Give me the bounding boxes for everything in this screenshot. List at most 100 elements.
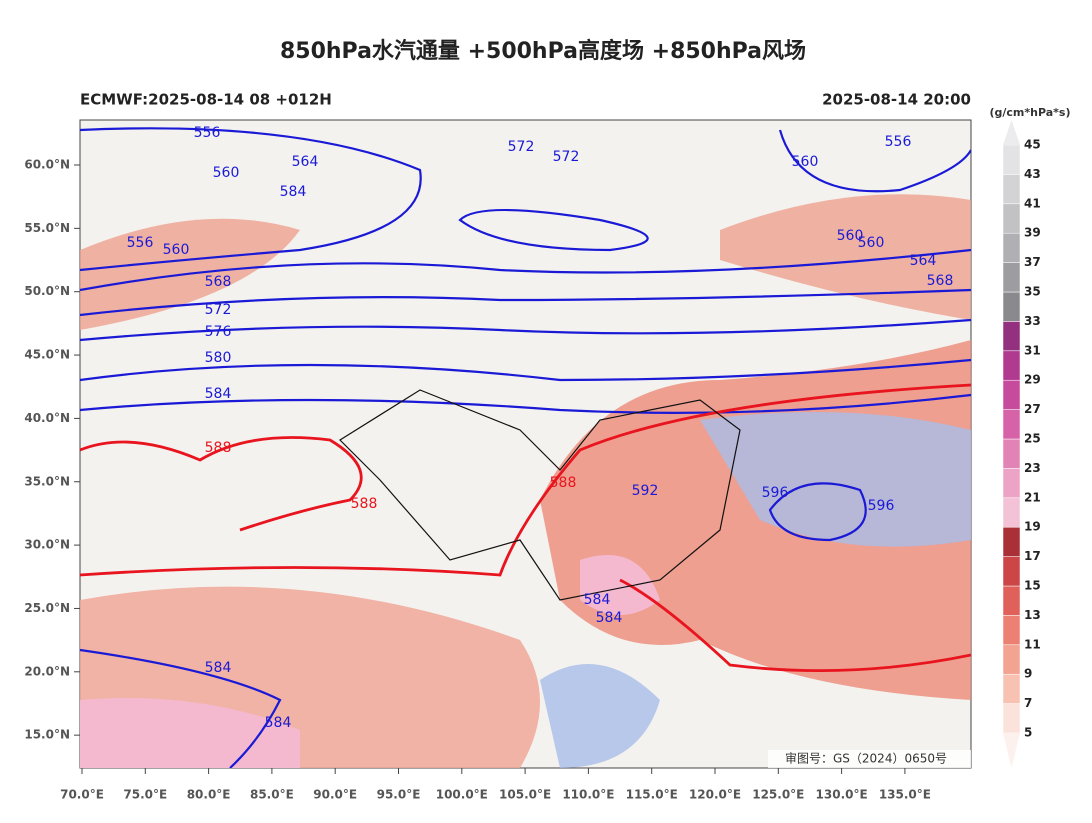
- colorbar-label: 13: [1024, 608, 1041, 622]
- colorbar-label: 7: [1024, 696, 1032, 710]
- lat-tick-label: 15.0°N: [24, 728, 70, 742]
- colorbar-label: 21: [1024, 490, 1041, 504]
- contour-label: 560: [837, 228, 864, 244]
- colorbar-segment: [1002, 556, 1021, 587]
- shading: [720, 194, 971, 320]
- colorbar-label: 5: [1024, 726, 1032, 740]
- contour-label: 560: [858, 235, 885, 251]
- contour-label: 588: [550, 475, 577, 491]
- colorbar-label: 35: [1024, 285, 1041, 299]
- colorbar-segment: [1002, 497, 1021, 528]
- colorbar-segment: [1002, 291, 1021, 322]
- colorbar-segment: [1002, 526, 1021, 557]
- contour-label: 560: [213, 165, 240, 181]
- colorbar-segment: [1002, 615, 1021, 646]
- colorbar-segment: [1002, 673, 1021, 704]
- shading: [580, 555, 660, 615]
- colorbar-segment: [1002, 409, 1021, 440]
- title: 850hPa水汽通量 +500hPa高度场 +850hPa风场: [280, 38, 806, 64]
- shading: [80, 698, 300, 768]
- colorbar-label: 43: [1024, 167, 1041, 181]
- colorbar-label: 29: [1024, 373, 1041, 387]
- colorbar-label: 17: [1024, 549, 1041, 563]
- colorbar-label: 11: [1024, 637, 1041, 651]
- colorbar-segment: [1002, 321, 1021, 352]
- lon-tick-label: 85.0°E: [250, 788, 294, 802]
- lat-tick-label: 50.0°N: [24, 284, 70, 298]
- contour-label: 564: [292, 154, 319, 170]
- province-borders: [339, 389, 741, 601]
- contour-label: 596: [762, 485, 789, 501]
- colorbar-label: 27: [1024, 402, 1041, 416]
- colorbar-label: 37: [1024, 255, 1041, 269]
- colorbar-segment: [1002, 438, 1021, 469]
- lon-tick-label: 95.0°E: [377, 788, 421, 802]
- colorbar-segment: [1002, 379, 1021, 410]
- contour-label: 588: [351, 496, 378, 512]
- colorbar-segment: [1002, 203, 1021, 234]
- contour-label: 556: [194, 125, 221, 141]
- contour-label: 588: [205, 440, 232, 456]
- lon-tick-label: 80.0°E: [187, 788, 231, 802]
- contour-label: 584: [584, 592, 611, 608]
- lon-tick-label: 90.0°E: [313, 788, 357, 802]
- contour-label: 576: [205, 324, 232, 340]
- colorbar-segment: [1002, 468, 1021, 499]
- contour-label: 592: [632, 483, 659, 499]
- colorbar-segment: [1002, 144, 1021, 175]
- colorbar-label: 9: [1024, 667, 1032, 681]
- contour-588: [80, 383, 971, 673]
- height-contours: [80, 127, 971, 768]
- contour-label: 556: [885, 134, 912, 150]
- colorbar-segment: [1002, 644, 1021, 675]
- contour-label: 572: [508, 139, 535, 155]
- stamp: 审图号：GS（2024）0650号: [785, 751, 947, 766]
- contour-label: 568: [205, 274, 232, 290]
- colorbar-tri-top: [1003, 120, 1020, 145]
- lon-tick-label: 75.0°E: [123, 788, 167, 802]
- lon-tick-label: 130.0°E: [816, 788, 868, 802]
- colorbar-segment: [1002, 174, 1021, 205]
- lon-tick-label: 100.0°E: [436, 788, 488, 802]
- lat-tick-label: 35.0°N: [24, 474, 70, 488]
- lon-tick-label: 120.0°E: [689, 788, 741, 802]
- colorbar-label: 39: [1024, 226, 1041, 240]
- contour-label: 596: [868, 498, 895, 514]
- contour-label: 584: [205, 386, 232, 402]
- contour-label: 572: [205, 302, 232, 318]
- lon-tick-label: 105.0°E: [499, 788, 551, 802]
- lat-tick-label: 25.0°N: [24, 601, 70, 615]
- colorbar-label: 15: [1024, 579, 1041, 593]
- contour-label: 584: [265, 715, 292, 731]
- lat-tick-label: 55.0°N: [24, 221, 70, 235]
- colorbar-segment: [1002, 350, 1021, 381]
- colorbar-unit: (g/cm*hPa*s): [989, 106, 1070, 119]
- contour-label: 556: [127, 235, 154, 251]
- lat-tick-label: 60.0°N: [24, 158, 70, 172]
- contour-label: 580: [205, 350, 232, 366]
- colorbar-segment: [1002, 232, 1021, 263]
- contour-label: 568: [927, 273, 954, 289]
- map: 审图号：GS（2024）0650号: [79, 119, 972, 769]
- colorbar-label: 23: [1024, 461, 1041, 475]
- contour-label: 572: [553, 149, 580, 165]
- contour-label: 584: [280, 184, 307, 200]
- lat-tick-label: 40.0°N: [24, 411, 70, 425]
- colorbar-segment: [1002, 262, 1021, 293]
- colorbar-label: 31: [1024, 343, 1041, 357]
- map-layers: [80, 127, 971, 768]
- colorbar-label: 45: [1024, 138, 1041, 152]
- colorbar-segment: [1002, 585, 1021, 616]
- lat-tick-label: 30.0°N: [24, 538, 70, 552]
- lat-tick-label: 20.0°N: [24, 664, 70, 678]
- colorbar-label: 19: [1024, 520, 1041, 534]
- colorbar-label: 41: [1024, 196, 1041, 210]
- contour-label: 560: [792, 154, 819, 170]
- subtitle-right: 2025-08-14 20:00: [822, 91, 971, 109]
- shading: [540, 664, 660, 768]
- lon-tick-label: 125.0°E: [752, 788, 804, 802]
- lon-tick-label: 110.0°E: [562, 788, 614, 802]
- lon-tick-label: 70.0°E: [60, 788, 104, 802]
